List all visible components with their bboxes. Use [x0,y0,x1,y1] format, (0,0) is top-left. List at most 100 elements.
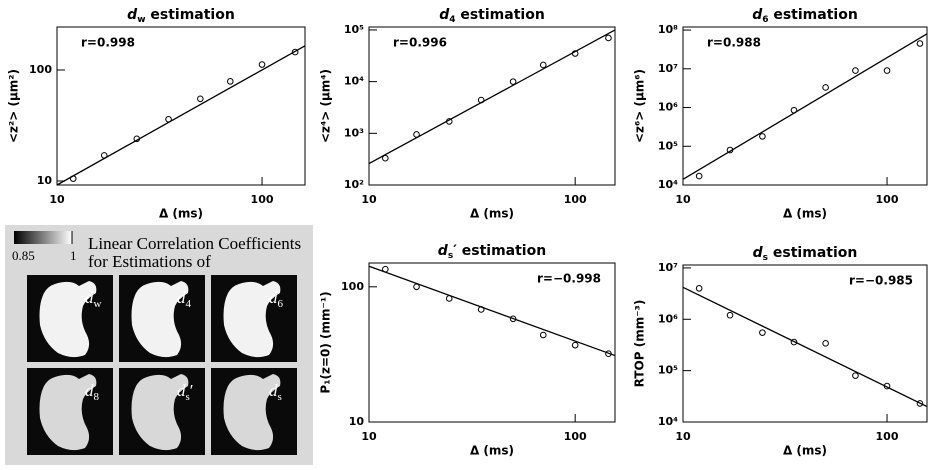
x-axis-label: Δ (ms) [470,444,514,458]
data-point [696,173,702,179]
x-tick-label: 10 [675,193,691,206]
tile-label-part: ′ [190,381,194,400]
fit-line [683,287,927,406]
data-point [166,116,172,122]
colorbar-label: 1 [70,248,77,263]
y-tick-label: 10² [344,178,364,191]
x-tick-label: 10 [675,430,691,443]
data-point [884,68,890,74]
data-point [540,332,546,338]
x-tick-label: 10 [361,430,377,443]
y-tick-label: 10³ [344,126,364,139]
y-tick-label: 10⁷ [658,261,678,274]
annotation: r=0.988 [707,36,761,50]
y-tick-label: 10⁶ [658,312,678,325]
y-tick-label: 10 [37,174,53,187]
y-tick-label: 10⁸ [658,23,678,36]
tile-label-part: s [278,391,282,403]
data-point [101,153,107,159]
data-point [510,79,516,85]
annotation: r=0.996 [393,36,447,50]
y-axis-label: <z²> (μm²) [7,69,21,143]
y-tick-label: 10⁵ [658,139,678,152]
data-point [791,107,797,113]
data-point [823,341,829,347]
fit-line [369,30,615,164]
data-point [414,284,420,290]
colorbar [14,231,72,244]
chart-title-part: estimation [455,7,544,23]
y-tick-label: 10⁴ [658,415,678,428]
x-axis-label: Δ (ms) [159,207,203,221]
data-point [727,312,733,318]
chart-title-part: estimation [768,245,857,261]
data-point [198,96,204,102]
data-point [70,176,76,182]
annotation: r=0.998 [81,36,135,50]
data-point [823,85,829,91]
data-point [572,342,578,348]
annotation: r=−0.985 [849,274,913,288]
data-point [606,35,612,41]
chart-title-part: estimation [768,7,857,23]
y-tick-label: 10⁴ [658,178,678,191]
x-tick-label: 100 [564,193,587,206]
chart-title: d4 estimation [439,7,545,25]
data-point [760,134,766,140]
plot-frame [57,27,305,185]
data-point [383,155,389,161]
plot-frame [683,265,927,422]
x-tick-label: 100 [876,430,899,443]
colorbar-label: 0.85 [12,248,35,263]
data-point [917,41,923,47]
y-tick-label: 10⁵ [658,364,678,377]
data-point [227,79,233,85]
chart-title-part: w [137,15,145,25]
x-tick-label: 10 [361,193,377,206]
chart-title: ds estimation [753,245,858,263]
tile-label-part: 8 [94,391,100,403]
y-tick-label: 10 [349,415,365,428]
figure: dw estimation 10 100 10 100 Δ (ms) <z²> (μm²) r… [0,0,928,470]
chart-title: ds′ estimation [438,243,546,261]
data-point [696,286,702,292]
caption: Linear Correlation Coefficients [88,234,301,253]
fit-line [57,46,305,185]
chart-title: d6 estimation [752,7,858,25]
y-tick-label: 10⁶ [658,101,678,114]
data-point [540,62,546,68]
y-axis-label: RTOP (mm⁻³) [633,300,647,388]
x-tick-label: 100 [876,193,899,206]
chart-title-part: ′ estimation [453,243,546,259]
y-axis-label: <z⁴> (μm⁴) [319,69,333,143]
x-axis-label: Δ (ms) [783,207,827,221]
data-point [259,62,265,68]
data-point [760,330,766,336]
y-tick-label: 100 [341,280,364,293]
chart-title-part: estimation [146,7,235,23]
y-tick-label: 10⁴ [344,75,364,88]
x-tick-label: 100 [251,193,274,206]
y-tick-label: 100 [29,63,52,76]
tile-label-part: 6 [278,298,284,310]
x-tick-label: 10 [49,193,65,206]
fit-line [683,34,927,180]
data-point [414,132,420,138]
y-tick-label: 10⁵ [344,23,364,36]
x-axis-label: Δ (ms) [783,444,827,458]
tile-label: ds′ [177,381,194,403]
data-point [853,68,859,74]
annotation: r=−0.998 [537,272,601,286]
tile-label-part: 4 [186,298,192,310]
x-tick-label: 100 [564,430,587,443]
chart-title: dw estimation [127,7,235,25]
data-point [446,296,452,302]
tile-label-part: w [94,298,102,310]
caption: for Estimations of [88,252,211,271]
y-tick-label: 10⁷ [658,62,678,75]
y-axis-label: <z⁶> (μm⁶) [633,69,647,143]
y-axis-label: P₁(z=0) (mm⁻¹) [319,291,333,393]
data-point [383,266,389,272]
x-axis-label: Δ (ms) [470,207,514,221]
data-point [853,373,859,379]
